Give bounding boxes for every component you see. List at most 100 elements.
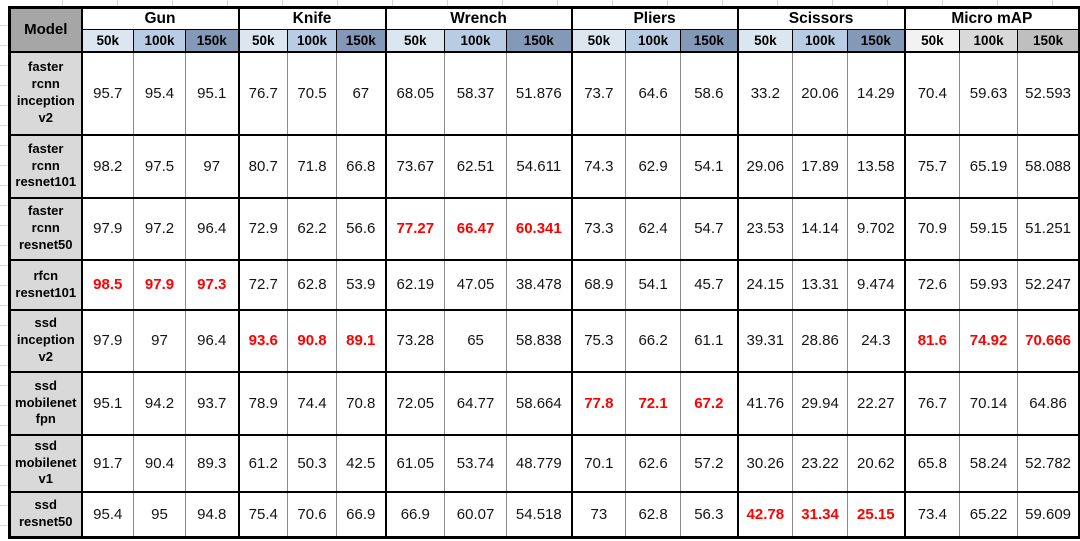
group-header-pliers: Pliers: [570, 7, 738, 30]
value-cell: 97.9: [80, 196, 134, 261]
value-cell: 52.247: [1017, 258, 1080, 311]
value-cell: 93.6: [237, 308, 289, 373]
value-cell: 78.9: [237, 370, 289, 436]
value-cell: 76.7: [903, 370, 961, 436]
value-cell: 23.22: [792, 433, 849, 493]
value-cell: 81.6: [903, 308, 961, 373]
value-cell: 28.86: [792, 308, 849, 373]
value-cell: 70.5: [287, 50, 338, 136]
group-header-scissors: Scissors: [736, 7, 905, 30]
subheader-knife-100k: 100k: [287, 29, 338, 53]
model-cell-faster-rcnn-resnet50: faster rcnn resnet50: [9, 196, 83, 261]
subheader-wrench-50k: 50k: [384, 29, 446, 53]
value-cell: 70.8: [336, 370, 387, 436]
subheader-pliers-150k: 150k: [680, 29, 739, 53]
value-cell: 73.4: [903, 490, 961, 539]
value-cell: 17.89: [792, 133, 849, 199]
value-cell: 66.8: [336, 133, 387, 199]
value-cell: 45.7: [680, 258, 739, 311]
value-cell: 58.37: [444, 50, 508, 136]
table-row: ssd mobilenet v1 91.7 90.4 89.3 61.2 50.3 42.5…: [9, 433, 1080, 493]
value-cell: 24.3: [847, 308, 906, 373]
value-cell: 62.8: [287, 258, 338, 311]
group-header-gun: Gun: [80, 7, 239, 30]
value-cell: 89.3: [184, 433, 240, 493]
value-cell: 62.4: [625, 196, 682, 261]
value-cell: 54.1: [625, 258, 682, 311]
value-cell: 60.341: [506, 196, 573, 261]
value-cell: 65.22: [959, 490, 1019, 539]
value-cell: 62.51: [444, 133, 508, 199]
value-cell: 75.4: [237, 490, 289, 539]
value-cell: 58.664: [506, 370, 573, 436]
value-cell: 65.19: [959, 133, 1019, 199]
value-cell: 97.5: [133, 133, 186, 199]
value-cell: 97: [133, 308, 186, 373]
value-cell: 70.9: [903, 196, 961, 261]
value-cell: 20.62: [847, 433, 906, 493]
header-row-groups: Model Gun Knife Wrench Pliers Scissors Micro m…: [9, 7, 1080, 53]
value-cell: 42.5: [336, 433, 387, 493]
value-cell: 59.15: [959, 196, 1019, 261]
value-cell: 20.06: [792, 50, 849, 136]
value-cell: 62.19: [384, 258, 446, 311]
value-cell: 97.2: [133, 196, 186, 261]
value-cell: 25.15: [847, 490, 906, 539]
value-cell: 59.63: [959, 50, 1019, 136]
value-cell: 54.7: [680, 196, 739, 261]
value-cell: 65: [444, 308, 508, 373]
value-cell: 64.77: [444, 370, 508, 436]
model-cell-ssd-mobilenet-v1: ssd mobilenet v1: [9, 433, 83, 493]
value-cell: 95: [133, 490, 186, 539]
value-cell: 58.838: [506, 308, 573, 373]
value-cell: 66.9: [384, 490, 446, 539]
value-cell: 54.611: [506, 133, 573, 199]
value-cell: 58.24: [959, 433, 1019, 493]
value-cell: 96.4: [184, 196, 240, 261]
subheader-pliers-50k: 50k: [570, 29, 627, 53]
value-cell: 50.3: [287, 433, 338, 493]
value-cell: 73.67: [384, 133, 446, 199]
value-cell: 70.1: [570, 433, 627, 493]
value-cell: 64.6: [625, 50, 682, 136]
subheader-gun-50k: 50k: [80, 29, 134, 53]
value-cell: 89.1: [336, 308, 387, 373]
model-cell-ssd-resnet50: ssd resnet50: [9, 490, 83, 539]
value-cell: 13.58: [847, 133, 906, 199]
value-cell: 95.4: [133, 50, 186, 136]
model-cell-faster-rcnn-inception-v2: faster rcnn inception v2: [9, 50, 83, 136]
value-cell: 54.1: [680, 133, 739, 199]
value-cell: 95.7: [80, 50, 134, 136]
value-cell: 66.9: [336, 490, 387, 539]
value-cell: 61.2: [237, 433, 289, 493]
value-cell: 68.05: [384, 50, 446, 136]
value-cell: 29.94: [792, 370, 849, 436]
subheader-wrench-150k: 150k: [506, 29, 573, 53]
table-header: Model Gun Knife Wrench Pliers Scissors Micro m…: [9, 7, 1080, 53]
value-cell: 56.6: [336, 196, 387, 261]
value-cell: 97.3: [184, 258, 240, 311]
value-cell: 48.779: [506, 433, 573, 493]
table-row: faster rcnn resnet50 97.9 97.2 96.4 72.9 62.2…: [9, 196, 1080, 261]
value-cell: 23.53: [736, 196, 794, 261]
table-row: ssd resnet50 95.4 95 94.8 75.4 70.6 66.9 66.9 60…: [9, 490, 1080, 539]
value-cell: 56.3: [680, 490, 739, 539]
value-cell: 76.7: [237, 50, 289, 136]
group-header-wrench: Wrench: [384, 7, 572, 30]
value-cell: 67: [336, 50, 387, 136]
value-cell: 74.92: [959, 308, 1019, 373]
subheader-knife-50k: 50k: [237, 29, 289, 53]
table-row: rfcn resnet101 98.5 97.9 97.3 72.7 62.8 53.9 62…: [9, 258, 1080, 311]
value-cell: 38.478: [506, 258, 573, 311]
subheader-micro-map-50k: 50k: [903, 29, 961, 53]
group-header-knife: Knife: [237, 7, 386, 30]
value-cell: 73: [570, 490, 627, 539]
value-cell: 42.78: [736, 490, 794, 539]
value-cell: 73.3: [570, 196, 627, 261]
value-cell: 14.29: [847, 50, 906, 136]
value-cell: 96.4: [184, 308, 240, 373]
value-cell: 67.2: [680, 370, 739, 436]
value-cell: 72.1: [625, 370, 682, 436]
value-cell: 61.05: [384, 433, 446, 493]
